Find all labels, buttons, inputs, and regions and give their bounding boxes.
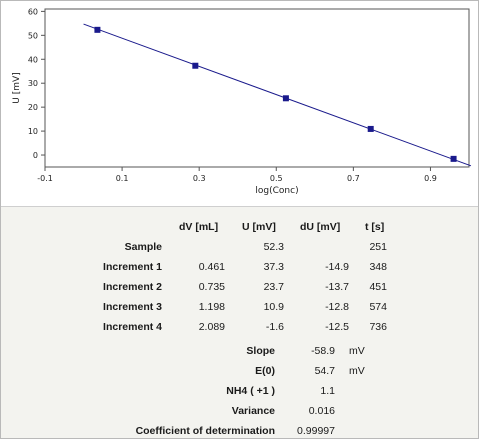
- header-t: t [s]: [365, 221, 385, 233]
- data-point: [94, 26, 101, 33]
- y-tick-label: 0: [33, 151, 38, 160]
- cell-du: -12.5: [325, 321, 349, 333]
- cell-du: -14.9: [325, 261, 349, 273]
- calibration-chart: 0 10 20 30 40 50 60 -0.1 0.1 0.3 0.5 0.7 0.9 log(Conc…: [1, 1, 478, 207]
- cell-dv: 0.461: [198, 261, 225, 273]
- cell-dv: 2.089: [198, 321, 225, 333]
- result-label: NH4 ( +1 ): [226, 385, 275, 397]
- row-label: Increment 2: [103, 281, 162, 293]
- data-table: dV [mL] U [mV] dU [mV] t [s] Sample 52.3…: [1, 207, 478, 438]
- row-label: Sample: [124, 241, 162, 253]
- result-label: Coefficient of determination: [135, 425, 275, 437]
- result-label: Slope: [246, 345, 275, 357]
- x-tick-label: 0.3: [193, 174, 206, 183]
- y-axis-title: U [mV]: [12, 72, 22, 103]
- y-tick-label: 20: [28, 103, 38, 112]
- x-tick-label: 0.9: [424, 174, 437, 183]
- x-tick-label: 0.1: [116, 174, 129, 183]
- result-label: Variance: [231, 405, 275, 417]
- y-tick-label: 30: [28, 79, 38, 88]
- row-label: Increment 4: [103, 321, 162, 333]
- header-dv: dV [mL]: [179, 221, 219, 233]
- header-du: dU [mV]: [300, 221, 341, 233]
- data-point: [192, 62, 199, 69]
- y-tick-label: 60: [28, 7, 38, 16]
- fit-line: [83, 23, 472, 167]
- result-value: 0.99997: [297, 425, 335, 437]
- y-tick-label: 10: [28, 127, 38, 136]
- cell-t: 251: [369, 241, 387, 253]
- chart-svg: 0 10 20 30 40 50 60 -0.1 0.1 0.3 0.5 0.7 0.9 log(Conc…: [12, 7, 472, 196]
- row-label: Increment 1: [103, 261, 162, 273]
- cell-u: 10.9: [263, 301, 284, 313]
- cell-t: 574: [369, 301, 387, 313]
- result-value: -58.9: [311, 345, 335, 357]
- cell-dv: 0.735: [198, 281, 225, 293]
- x-tick-label: 0.5: [270, 174, 283, 183]
- x-tick-label: 0.7: [347, 174, 360, 183]
- result-value: 54.7: [314, 365, 335, 377]
- cell-u: -1.6: [265, 321, 284, 333]
- header-u: U [mV]: [242, 221, 276, 233]
- cell-t: 451: [369, 281, 387, 293]
- data-point: [450, 155, 457, 162]
- row-label: Increment 3: [103, 301, 162, 313]
- cell-dv: 1.198: [198, 301, 225, 313]
- result-value: 0.016: [308, 405, 335, 417]
- cell-t: 736: [369, 321, 387, 333]
- cell-u: 37.3: [263, 261, 284, 273]
- result-label: E(0): [255, 365, 275, 377]
- y-tick-label: 50: [28, 31, 38, 40]
- data-point: [282, 95, 289, 102]
- data-point: [367, 125, 374, 132]
- cell-du: -12.8: [325, 301, 349, 313]
- cell-t: 348: [369, 261, 387, 273]
- y-tick-label: 40: [28, 55, 38, 64]
- x-axis-title: log(Conc): [255, 186, 298, 196]
- result-value: 1.1: [320, 385, 335, 397]
- cell-u: 23.7: [263, 281, 284, 293]
- cell-u: 52.3: [263, 241, 284, 253]
- result-unit: mV: [349, 365, 365, 377]
- cell-du: -13.7: [325, 281, 349, 293]
- x-tick-label: -0.1: [37, 174, 53, 183]
- result-unit: mV: [349, 345, 365, 357]
